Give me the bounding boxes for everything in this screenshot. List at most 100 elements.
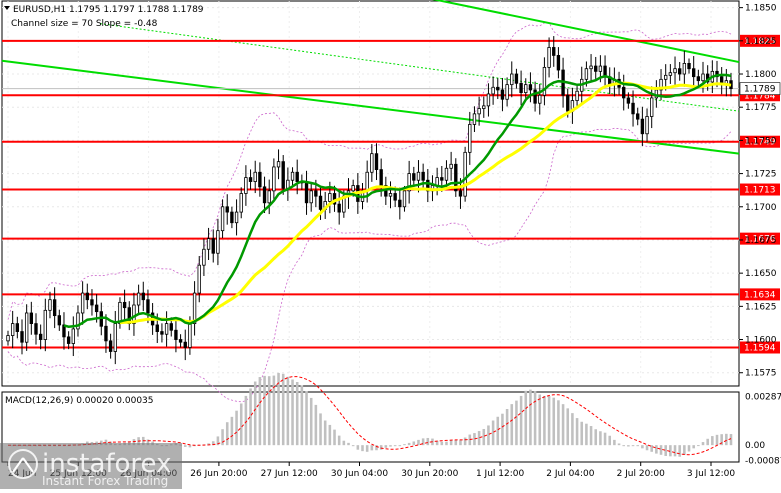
macd-histogram-bar <box>235 410 238 446</box>
candle-body <box>136 292 141 306</box>
candle-body <box>160 331 164 335</box>
macd-histogram-bar <box>650 445 653 452</box>
candle-body <box>253 171 257 182</box>
candle-body <box>202 248 206 266</box>
macd-histogram-bar <box>104 439 108 446</box>
candle-body <box>552 47 556 56</box>
macd-histogram-bar <box>711 436 714 446</box>
candle-body <box>379 169 383 186</box>
macd-histogram-bar <box>375 445 378 451</box>
macd-histogram-bar <box>715 434 719 446</box>
candle-body <box>290 171 295 181</box>
macd-histogram-bar <box>361 445 364 452</box>
current-price-label: 1.1789 <box>744 85 776 95</box>
candle-body <box>267 190 271 204</box>
candle-body <box>388 193 393 197</box>
candle-body <box>34 323 38 335</box>
candle-body <box>197 264 201 294</box>
level-label-box <box>740 288 780 301</box>
macd-histogram-bar <box>249 388 252 446</box>
candle-body <box>328 193 332 202</box>
y-tick-label: 1.1850 <box>745 4 777 14</box>
candle-body <box>626 97 631 104</box>
candle-body <box>412 173 416 181</box>
candle-body <box>230 211 234 224</box>
candle-body <box>650 97 654 117</box>
macd-histogram-bar <box>473 433 476 446</box>
candle-body <box>52 299 57 317</box>
symbol-dropdown-icon[interactable] <box>4 6 10 10</box>
candle-body <box>696 76 701 82</box>
macd-histogram-bar <box>454 440 458 446</box>
candle-body <box>631 102 635 115</box>
macd-histogram-bar <box>673 445 677 457</box>
candle-body <box>598 65 603 72</box>
macd-histogram-bar <box>244 395 248 446</box>
macd-histogram-bar <box>440 441 444 446</box>
candle-body <box>538 94 542 104</box>
candle-body <box>248 177 253 182</box>
candle-body <box>314 190 318 197</box>
candle-body <box>38 333 43 340</box>
macd-histogram-bar <box>351 445 355 447</box>
candle-body <box>286 179 290 189</box>
candle-body <box>687 62 691 70</box>
symbol-header: EURUSD,H1 1.1795 1.1797 1.1788 1.1789 <box>13 5 204 15</box>
macd-histogram-bar <box>487 425 490 446</box>
macd-histogram-bar <box>225 422 229 446</box>
candle-body <box>370 153 374 173</box>
candle-body <box>169 323 173 331</box>
candle-body <box>304 182 309 204</box>
candle-body <box>640 118 645 135</box>
macd-histogram-bar <box>655 445 658 454</box>
candle-body <box>318 195 323 210</box>
level-label: 1.1784 <box>744 91 776 101</box>
candle-body <box>272 166 276 192</box>
level-label: 1.1634 <box>744 290 776 300</box>
candle-body <box>407 173 411 192</box>
macd-histogram-bar <box>678 445 681 457</box>
level-label-box <box>740 341 780 354</box>
level-label: 1.1749 <box>744 138 776 148</box>
candle-body <box>486 93 491 107</box>
candle-body <box>556 55 561 71</box>
macd-histogram-bar <box>692 445 695 449</box>
candle-body <box>468 124 472 153</box>
candle-body <box>463 151 467 197</box>
macd-histogram-bar <box>627 445 630 447</box>
macd-histogram-bar <box>216 436 220 446</box>
candle-body <box>416 171 421 181</box>
candle-body <box>584 68 589 80</box>
macd-histogram-bar <box>538 394 542 446</box>
macd-histogram-bar <box>641 445 644 449</box>
macd-histogram-bar <box>529 389 532 446</box>
macd-histogram-bar <box>496 416 500 446</box>
macd-histogram-bar <box>697 445 700 447</box>
candle-body <box>43 309 47 340</box>
candle-body <box>188 323 192 348</box>
macd-axis-label: -0.00087 <box>745 457 781 467</box>
candle-body <box>29 312 34 325</box>
macd-histogram-bar <box>631 445 635 447</box>
macd-histogram-bar <box>319 413 322 446</box>
macd-histogram-bar <box>100 440 103 446</box>
candle-body <box>122 301 127 309</box>
candle-body <box>174 329 178 340</box>
x-tick-label: 2 Jul 04:00 <box>546 469 595 479</box>
macd-histogram-bar <box>314 404 318 446</box>
macd-histogram-bar <box>365 445 369 452</box>
level-label: 1.1825 <box>744 37 776 47</box>
candle-body <box>132 304 136 325</box>
macd-histogram-bar <box>636 445 639 447</box>
macd-histogram-bar <box>263 375 266 446</box>
y-tick-label: 1.1700 <box>745 203 777 213</box>
macd-histogram-bar <box>207 443 210 446</box>
candle-body <box>673 68 677 74</box>
macd-histogram-bar <box>725 433 728 446</box>
candle-body <box>351 185 355 192</box>
candle-body <box>594 65 598 72</box>
macd-histogram-bar <box>510 404 514 446</box>
candle-body <box>48 299 52 311</box>
macd-histogram-bar <box>258 377 262 446</box>
